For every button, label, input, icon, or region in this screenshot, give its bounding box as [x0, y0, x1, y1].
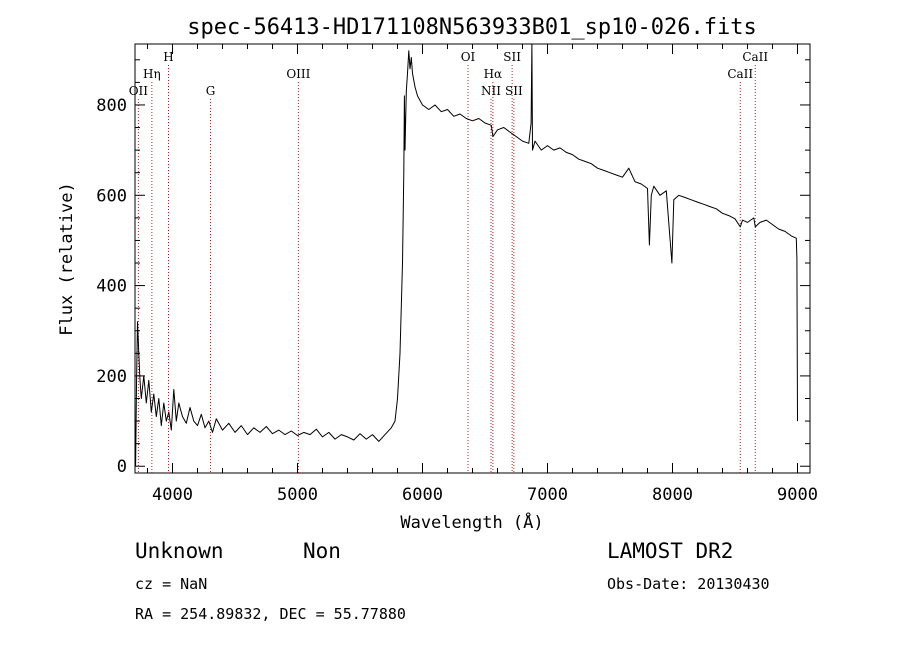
x-axis-label: Wavelength (Å): [400, 511, 543, 533]
x-tick-label: 7000: [527, 485, 568, 505]
spectrum-series-line: [135, 43, 798, 467]
coordinates: RA = 254.89832, DEC = 55.77880: [135, 605, 406, 623]
line-marker-label: OIII: [286, 67, 310, 81]
line-marker-label: NII: [481, 84, 501, 98]
x-tick-label: 9000: [777, 485, 818, 505]
line-marker-label: H: [163, 50, 173, 64]
line-marker-label: SII: [505, 84, 523, 98]
y-tick-label: 200: [96, 367, 127, 387]
series-group: [135, 43, 798, 467]
line-markers: OII HηH G OIII OI Hα NII SII SII CaII CaII: [129, 50, 768, 473]
object-subclass: Non: [303, 539, 341, 563]
x-tick-label: 4000: [152, 485, 193, 505]
chart-title: spec-56413-HD171108N563933B01_sp10-026.f…: [187, 15, 757, 40]
plot-frame: [134, 43, 811, 474]
obs-date: Obs-Date: 20130430: [607, 575, 770, 593]
line-marker-label: CaII: [727, 67, 753, 81]
line-marker-label: OII: [129, 84, 149, 98]
x-tick-label: 6000: [402, 485, 443, 505]
line-marker-label: OI: [461, 50, 476, 64]
y-tick-label: 800: [96, 96, 127, 116]
x-tick-label: 8000: [652, 485, 693, 505]
y-axis-ticks: 0 200 400 600 800: [96, 59, 810, 477]
line-marker-label: G: [206, 84, 216, 98]
line-marker-label: CaII: [742, 50, 768, 64]
line-marker-label: Hα: [484, 67, 503, 81]
y-tick-label: 0: [117, 457, 127, 477]
line-marker-label: Hη: [143, 67, 161, 81]
x-axis-ticks: 4000 5000 6000 7000 8000 9000: [147, 44, 818, 505]
object-class: Unknown: [135, 539, 224, 563]
x-tick-label: 5000: [277, 485, 318, 505]
y-tick-label: 600: [96, 186, 127, 206]
redshift-readout: cz = NaN: [135, 575, 207, 593]
y-axis-label: Flux (relative): [57, 182, 77, 336]
y-tick-label: 400: [96, 277, 127, 297]
survey-name: LAMOST DR2: [607, 539, 733, 563]
line-marker-label: SII: [503, 50, 521, 64]
